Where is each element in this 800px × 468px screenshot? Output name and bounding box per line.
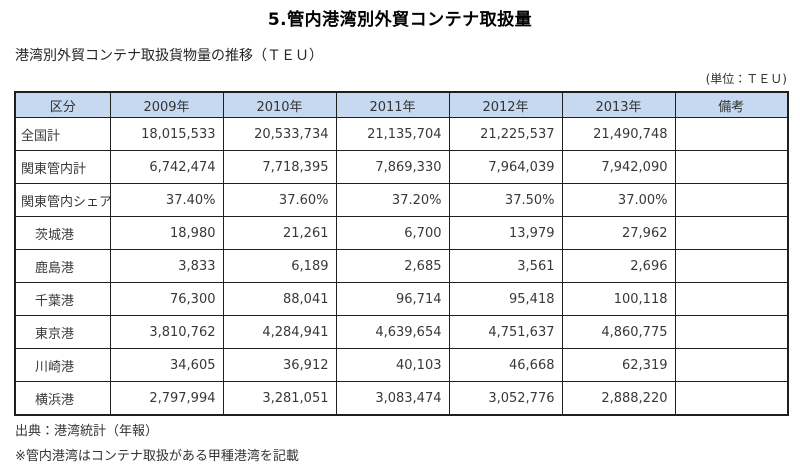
value-cell: 37.40% [109,183,224,217]
row-label: 横浜港 [14,381,111,416]
value-cell: 100,118 [561,282,676,316]
column-header-2011: 2011年 [335,91,450,118]
row-label: 関東管内計 [14,150,111,184]
row-label: 千葉港 [14,282,111,316]
value-cell: 3,052,776 [448,381,563,416]
value-cell: 6,700 [335,216,450,250]
document-page: 5.管内港湾別外貿コンテナ取扱量 港湾別外貿コンテナ取扱貨物量の推移（ＴＥＵ） … [0,10,800,468]
value-cell: 21,261 [222,216,337,250]
value-cell: 3,810,762 [109,315,224,349]
page-title: 5.管内港湾別外貿コンテナ取扱量 [267,10,533,30]
table-row-tokyo-port: 東京港 3,810,762 4,284,941 4,639,654 4,751,… [14,315,789,349]
unit-note: (単位：ＴＥＵ) [705,72,787,86]
value-cell: 7,964,039 [448,150,563,184]
container-volume-table: 区分 2009年 2010年 2011年 2012年 2013年 備考 全国計 … [14,91,789,416]
value-cell: 88,041 [222,282,337,316]
value-cell: 20,533,734 [222,117,337,151]
value-cell: 62,319 [561,348,676,382]
column-header-kubun: 区分 [14,91,111,118]
table-row-kawasaki-port: 川崎港 34,605 36,912 40,103 46,668 62,319 [14,348,789,382]
row-label: 鹿島港 [14,249,111,283]
row-label: 茨城港 [14,216,111,250]
remark-cell [674,381,789,416]
row-label: 東京港 [14,315,111,349]
value-cell: 4,639,654 [335,315,450,349]
remark-cell [674,249,789,283]
value-cell: 76,300 [109,282,224,316]
value-cell: 40,103 [335,348,450,382]
remark-cell [674,117,789,151]
table-row-ibaraki-port: 茨城港 18,980 21,261 6,700 13,979 27,962 [14,216,789,250]
value-cell: 7,942,090 [561,150,676,184]
remark-cell [674,315,789,349]
value-cell: 2,696 [561,249,676,283]
value-cell: 18,015,533 [109,117,224,151]
value-cell: 37.20% [335,183,450,217]
footnotes: 出典：港湾統計（年報） ※管内港湾はコンテナ取扱がある甲種港湾を記載 ※数値は外… [15,419,800,468]
remark-cell [674,348,789,382]
table-row-kanto-share: 関東管内シェア 37.40% 37.60% 37.20% 37.50% 37.0… [14,183,789,217]
table-row-kashima-port: 鹿島港 3,833 6,189 2,685 3,561 2,696 [14,249,789,283]
value-cell: 37.60% [222,183,337,217]
remark-cell [674,282,789,316]
footnote-scope: ※管内港湾はコンテナ取扱がある甲種港湾を記載 [15,449,299,464]
value-cell: 18,980 [109,216,224,250]
table-row-yokohama-port: 横浜港 2,797,994 3,281,051 3,083,474 3,052,… [14,381,789,416]
value-cell: 37.00% [561,183,676,217]
value-cell: 21,135,704 [335,117,450,151]
table-row-kanto-total: 関東管内計 6,742,474 7,718,395 7,869,330 7,96… [14,150,789,184]
value-cell: 36,912 [222,348,337,382]
value-cell: 3,561 [448,249,563,283]
value-cell: 4,284,941 [222,315,337,349]
value-cell: 27,962 [561,216,676,250]
source-note: 出典：港湾統計（年報） [15,424,159,439]
table-subtitle: 港湾別外貿コンテナ取扱貨物量の推移（ＴＥＵ） [15,48,323,64]
column-header-2010: 2010年 [222,91,337,118]
value-cell: 3,833 [109,249,224,283]
value-cell: 95,418 [448,282,563,316]
column-header-2012: 2012年 [448,91,563,118]
remark-cell [674,216,789,250]
column-header-remark: 備考 [674,91,789,118]
value-cell: 6,742,474 [109,150,224,184]
value-cell: 21,225,537 [448,117,563,151]
row-label: 川崎港 [14,348,111,382]
header-row: 区分 2009年 2010年 2011年 2012年 2013年 備考 [14,91,789,118]
value-cell: 2,888,220 [561,381,676,416]
table-row-national-total: 全国計 18,015,533 20,533,734 21,135,704 21,… [14,117,789,151]
value-cell: 2,685 [335,249,450,283]
value-cell: 34,605 [109,348,224,382]
value-cell: 6,189 [222,249,337,283]
value-cell: 3,281,051 [222,381,337,416]
value-cell: 7,718,395 [222,150,337,184]
remark-cell [674,150,789,184]
remark-cell [674,183,789,217]
value-cell: 3,083,474 [335,381,450,416]
value-cell: 46,668 [448,348,563,382]
table-row-chiba-port: 千葉港 76,300 88,041 96,714 95,418 100,118 [14,282,789,316]
value-cell: 7,869,330 [335,150,450,184]
value-cell: 21,490,748 [561,117,676,151]
row-label: 関東管内シェア [14,183,111,217]
column-header-2013: 2013年 [561,91,676,118]
value-cell: 4,751,637 [448,315,563,349]
value-cell: 13,979 [448,216,563,250]
column-header-2009: 2009年 [109,91,224,118]
value-cell: 2,797,994 [109,381,224,416]
row-label: 全国計 [14,117,111,151]
value-cell: 37.50% [448,183,563,217]
value-cell: 4,860,775 [561,315,676,349]
value-cell: 96,714 [335,282,450,316]
